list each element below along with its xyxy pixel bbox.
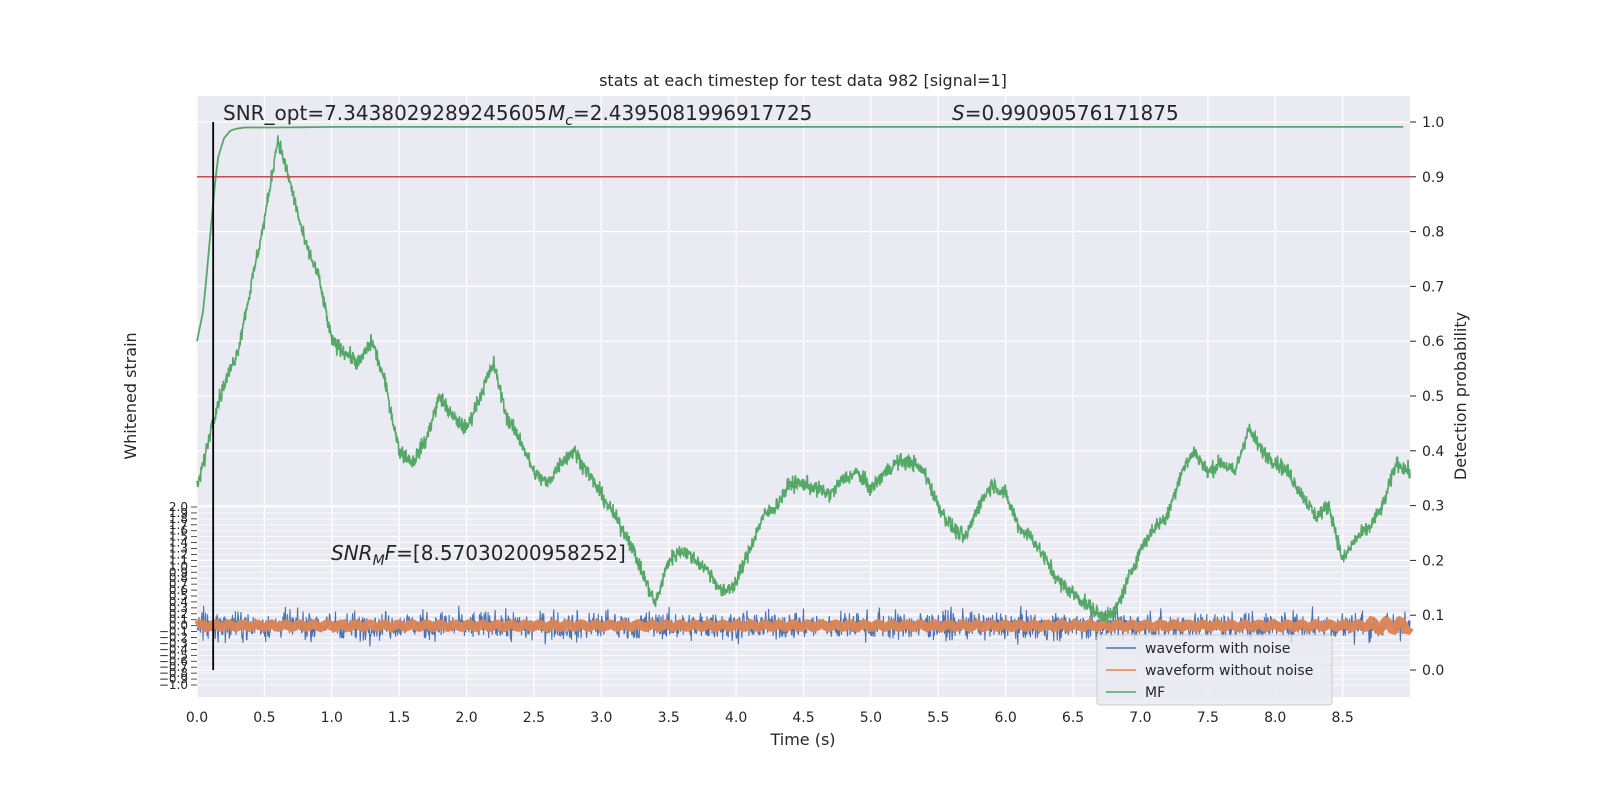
x-tick-label: 2.0 (455, 710, 477, 726)
y-right-tick-label: 0.4 (1422, 444, 1444, 460)
x-tick-label: 5.0 (860, 710, 882, 726)
y-left-tick-label: 1.7 (169, 518, 188, 532)
x-tick-label: 0.0 (186, 710, 208, 726)
x-tick-label: 5.5 (927, 710, 949, 726)
y-left-tick-label: 0.6 (169, 583, 188, 597)
y-right-tick-label: 0.1 (1422, 608, 1444, 624)
y-left-tick-label: −0.1 (159, 625, 188, 639)
x-tick-label: 3.0 (590, 710, 612, 726)
y-left-tick-label: 0.0 (169, 619, 188, 633)
series-mf (196, 135, 1411, 624)
y-left-tick-label: 0.1 (169, 613, 188, 627)
y-right-tick-label: 0.0 (1422, 663, 1444, 679)
y-left-tick-label: 2.0 (169, 500, 188, 514)
x-tick-label: 4.0 (725, 710, 747, 726)
y-axis-label-right: Detection probability (1451, 312, 1470, 480)
x-tick-label: 1.5 (388, 710, 410, 726)
y-left-tick-label: −0.9 (159, 672, 188, 686)
y-left-tick-label: 1.2 (169, 547, 188, 561)
x-tick-label: 8.5 (1331, 710, 1353, 726)
y-left-tick-label: 1.1 (169, 553, 188, 567)
title: stats at each timestep for test data 982… (599, 71, 1007, 90)
x-tick-label: 1.0 (321, 710, 343, 726)
y-left-tick-label: −1.0 (159, 678, 188, 692)
legend-label-waveform-with-noise: waveform with noise (1145, 641, 1290, 657)
y-left-tick-label: −0.6 (159, 654, 188, 668)
y-right-tick-label: 0.5 (1422, 389, 1444, 405)
y-left-tick-label: 1.4 (169, 536, 188, 550)
legend-box (1096, 634, 1333, 706)
y-left-tick-label: −0.7 (159, 660, 188, 674)
y-left-tick-label: −0.5 (159, 648, 188, 662)
y-left-tick-label: −0.3 (159, 636, 188, 650)
y-left-tick-label: 1.3 (169, 542, 188, 556)
y-left-tick-label: −0.4 (159, 642, 188, 656)
snr-opt-annotation: SNR_opt=7.3438029289245605 (223, 101, 547, 125)
series-detection-probability (196, 126, 1404, 342)
s-annotation: S=0.99090576171875 (952, 101, 1179, 125)
y-left-tick-label: 1.5 (169, 530, 188, 544)
y-left-tick-label: 0.5 (169, 589, 188, 603)
y-right-tick-label: 0.2 (1422, 553, 1444, 569)
y-right-tick-label: 0.7 (1422, 279, 1444, 295)
x-tick-label: 7.0 (1129, 710, 1151, 726)
x-tick-label: 4.5 (792, 710, 814, 726)
series-waveform-without-noise (194, 615, 1414, 636)
x-tick-label: 8.0 (1264, 710, 1286, 726)
x-tick-label: 6.0 (995, 710, 1017, 726)
y-left-tick-label: 1.0 (169, 559, 188, 573)
y-right-tick-label: 0.3 (1422, 499, 1444, 515)
chirp-mass-annotation: Mc=2.4395081996917725 (548, 101, 812, 129)
legend: waveform with noise waveform without noi… (1096, 634, 1333, 706)
y-left-tick-label: 1.9 (169, 506, 188, 520)
y-left-tick-label: −0.8 (159, 666, 188, 680)
y-left-tick-label: 0.7 (169, 577, 188, 591)
y-right-tick-label: 0.8 (1422, 225, 1444, 241)
y-right-tick-label: 0.9 (1422, 170, 1444, 186)
y-left-tick-label: 1.8 (169, 512, 188, 526)
y-axis-label-left: Whitened strain (121, 332, 140, 459)
x-tick-label: 7.5 (1197, 710, 1219, 726)
y-right-tick-label: 1.0 (1422, 115, 1444, 131)
x-tick-label: 0.5 (253, 710, 275, 726)
y-left-tick-label: 0.4 (169, 595, 188, 609)
x-tick-label: 3.5 (658, 710, 680, 726)
legend-label-waveform-without-noise: waveform without noise (1145, 663, 1313, 679)
y-left-tick-label: 0.2 (169, 607, 188, 621)
y-right-tick-label: 0.6 (1422, 334, 1444, 350)
x-axis-label: Time (s) (769, 730, 835, 749)
snr-mf-annotation: SNRMF=[8.57030200958252] (331, 541, 626, 569)
legend-label-mf: MF (1145, 685, 1165, 701)
x-tick-label: 6.5 (1062, 710, 1084, 726)
x-tick-label: 2.5 (523, 710, 545, 726)
y-left-tick-label: −0.2 (159, 631, 188, 645)
y-left-tick-label: 0.3 (169, 601, 188, 615)
y-left-tick-label: 1.6 (169, 524, 188, 538)
y-left-tick-label: 0.9 (169, 565, 188, 579)
y-left-tick-label: 0.8 (169, 571, 188, 585)
